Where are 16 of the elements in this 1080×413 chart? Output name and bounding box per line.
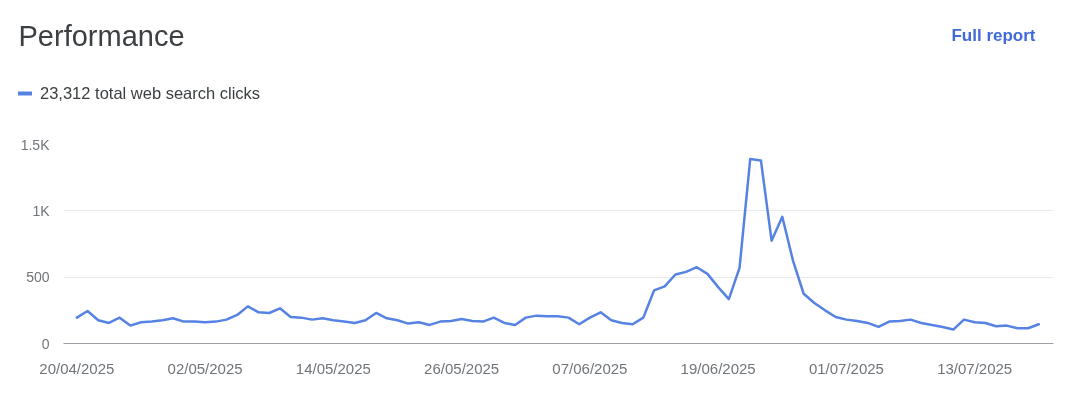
text: Full report	[951, 26, 1036, 45]
chart-title: Performance	[18, 19, 185, 52]
x-tick-label: 14/05/2025	[295, 359, 371, 377]
y-tick-label: 1K	[32, 202, 51, 219]
x-tick-label: 13/07/2025	[937, 359, 1013, 377]
x-tick-label: 26/05/2025	[424, 359, 500, 377]
legend-label: 23,312 total web search clicks	[40, 83, 261, 103]
y-tick-label: 0	[41, 335, 50, 352]
x-tick-label: 19/06/2025	[680, 359, 756, 377]
y-tick-label: 1.5K	[20, 136, 51, 153]
x-tick-label: 01/07/2025	[808, 359, 884, 377]
x-tick-label: 02/05/2025	[167, 359, 243, 377]
x-tick-label: 20/04/2025	[39, 359, 115, 377]
line-series	[75, 157, 1041, 331]
y-tick-label: 500	[26, 269, 50, 286]
x-tick-label: 07/06/2025	[552, 359, 628, 377]
